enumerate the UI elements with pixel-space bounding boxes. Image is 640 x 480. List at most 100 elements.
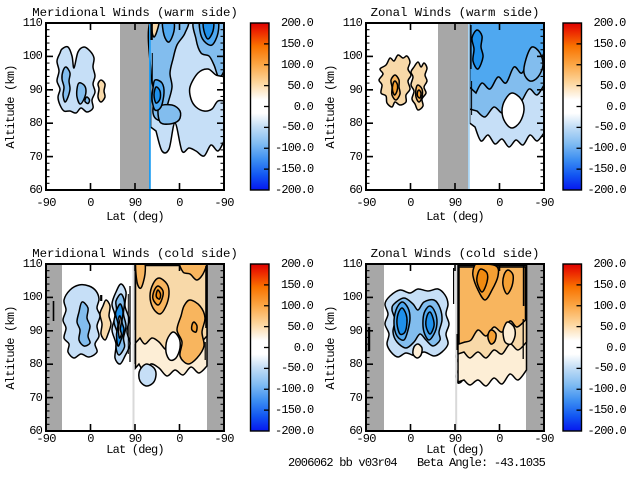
x-tick-label: 90 xyxy=(128,431,143,446)
y-axis-title-zonal-warm: Altitude (km) xyxy=(324,64,338,149)
y-axis-title-zonal-cold: Altitude (km) xyxy=(324,305,338,390)
y-tick-label: 100 xyxy=(342,290,363,305)
y-tick-label: 70 xyxy=(29,390,43,405)
contour-region xyxy=(487,329,497,345)
contour-region xyxy=(190,321,198,333)
x-axis-title-zonal-warm: Lat (deg) xyxy=(426,210,484,224)
contour-region xyxy=(412,343,423,359)
contour-region xyxy=(84,96,91,105)
colorbar-tick-label: 200.0 xyxy=(280,257,314,271)
colorbar-tick-label: 0.0 xyxy=(293,99,314,114)
x-tick-label: 90 xyxy=(128,196,143,210)
colorbar-tick-label: 200.0 xyxy=(593,257,626,271)
y-tick-label: 90 xyxy=(349,82,363,97)
colorbar-tick-label: -150.0 xyxy=(275,162,314,177)
colorbar-tick-label: -200.0 xyxy=(275,424,314,438)
axes-frame-meridional-warm xyxy=(45,22,225,191)
contour-region xyxy=(202,23,215,40)
contour-region xyxy=(425,311,435,335)
orbit-gap-line xyxy=(149,23,151,190)
contour-region xyxy=(471,29,484,70)
colorbar-meridional-warm xyxy=(249,22,270,191)
y-tick-label: 70 xyxy=(349,390,363,405)
y-tick-label: 90 xyxy=(29,323,43,338)
colorbar-meridional-cold xyxy=(249,263,270,432)
colorbar-tick-label: 100.0 xyxy=(280,57,314,72)
axes-frame-zonal-warm xyxy=(365,22,545,191)
colorbar-tick-label: 100.0 xyxy=(593,57,626,72)
orbit-gap-line xyxy=(468,23,470,190)
y-axis-title-meridional-cold: Altitude (km) xyxy=(4,305,18,390)
x-tick-label: 0 xyxy=(87,431,94,446)
contour-region xyxy=(157,103,182,125)
contour-region xyxy=(76,301,91,347)
colorbar-tick-label: 150.0 xyxy=(593,36,626,51)
orbit-gap-line xyxy=(455,264,458,431)
colorbar-tick-label: 150.0 xyxy=(280,277,314,292)
contour-region xyxy=(61,66,71,103)
no-data-band xyxy=(46,264,62,431)
y-tick-label: 90 xyxy=(349,323,363,338)
colorbar-tick-label: -100.0 xyxy=(587,141,627,156)
colorbar-tick-label: 0.0 xyxy=(606,340,626,355)
colorbar-tick-label: -50.0 xyxy=(280,120,314,135)
colorbar-tick-label: -150.0 xyxy=(275,403,314,418)
x-tick-label: 0 xyxy=(407,196,414,210)
footer-run-id: 2006062 bb v03r04 xyxy=(288,456,398,470)
x-axis-title-meridional-warm: Lat (deg) xyxy=(106,210,164,224)
x-tick-label: 90 xyxy=(448,196,463,210)
colorbar-tick-label: -150.0 xyxy=(587,162,627,177)
no-data-band xyxy=(120,23,149,190)
colorbar-tick-label: -50.0 xyxy=(593,361,626,376)
contour-region xyxy=(178,264,208,281)
y-tick-label: 80 xyxy=(349,357,363,372)
panel-title-meridional-warm: Meridional Winds (warm side) xyxy=(32,5,238,20)
contour-region xyxy=(117,315,123,339)
colorbar-tick-label: 100.0 xyxy=(593,298,626,313)
contour-region xyxy=(161,23,176,43)
y-tick-label: 100 xyxy=(342,49,363,64)
y-tick-label: 80 xyxy=(29,357,43,372)
colorbar-tick-label: 50.0 xyxy=(599,319,626,334)
colorbar-zonal-warm xyxy=(562,22,583,191)
contour-region xyxy=(523,46,544,82)
y-axis-title-meridional-warm: Altitude (km) xyxy=(4,64,18,149)
x-tick-label: -90 xyxy=(214,196,234,210)
panel-zonal-cold xyxy=(366,264,544,431)
panel-title-zonal-warm: Zonal Winds (warm side) xyxy=(370,5,540,20)
no-data-band xyxy=(438,23,468,190)
colorbar-tick-label: 200.0 xyxy=(593,16,626,30)
contour-region xyxy=(476,268,489,293)
x-tick-label: 0 xyxy=(176,431,183,446)
colorbar-tick-label: 50.0 xyxy=(287,319,313,334)
contour-region xyxy=(97,79,106,103)
y-tick-label: 80 xyxy=(349,116,363,131)
y-tick-label: 110 xyxy=(22,257,43,271)
y-tick-label: 100 xyxy=(22,49,43,64)
x-tick-label: 0 xyxy=(87,196,94,210)
colorbar-tick-label: -200.0 xyxy=(587,424,627,438)
orbit-gap-line xyxy=(132,264,135,431)
x-tick-label: 0 xyxy=(176,196,183,210)
colorbar-tick-label: 0.0 xyxy=(293,340,314,355)
contour-region xyxy=(176,299,206,365)
colorbar-tick-label: -200.0 xyxy=(275,183,314,197)
y-tick-label: 60 xyxy=(349,424,363,438)
contour-region xyxy=(153,86,162,104)
x-tick-label: 0 xyxy=(407,431,414,446)
colorbar-tick-label: 150.0 xyxy=(593,277,626,292)
panel-meridional-cold xyxy=(46,264,224,431)
no-data-band xyxy=(526,264,544,431)
contour-region xyxy=(416,89,422,99)
axes-frame-zonal-cold xyxy=(365,263,545,432)
colorbar-tick-label: 50.0 xyxy=(287,78,313,93)
panel-title-meridional-cold: Meridional Winds (cold side) xyxy=(32,246,238,261)
contour-region xyxy=(75,82,87,105)
x-tick-label: -90 xyxy=(356,431,376,446)
x-tick-label: -90 xyxy=(214,431,234,446)
colorbar-tick-label: 200.0 xyxy=(280,16,314,30)
colorbar-tick-label: 50.0 xyxy=(599,78,626,93)
colorbar-tick-label: -100.0 xyxy=(275,141,314,156)
x-axis-title-meridional-cold: Lat (deg) xyxy=(106,442,164,457)
contour-region xyxy=(134,264,147,290)
